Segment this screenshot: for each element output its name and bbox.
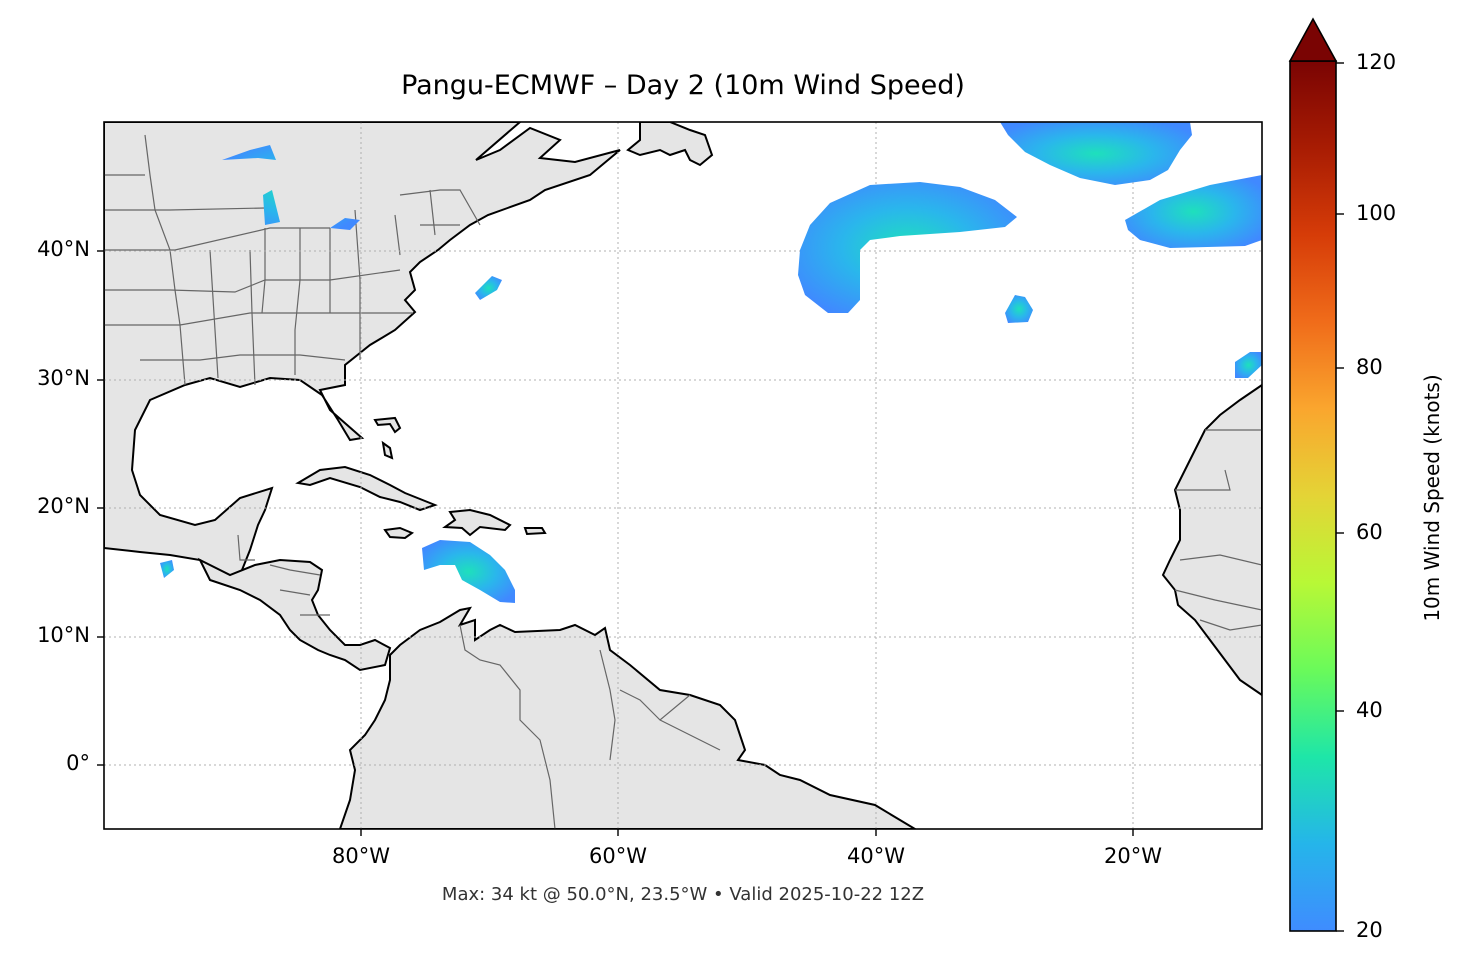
- x-tick-80w: 80°W: [332, 844, 390, 868]
- x-tick-40w: 40°W: [847, 844, 905, 868]
- wind-patch-canary: [1235, 352, 1262, 378]
- colorbar-tick-40: 40: [1356, 698, 1383, 722]
- puerto-rico-land: [523, 527, 547, 536]
- footer-annotation: Max: 34 kt @ 50.0°N, 23.5°W • Valid 2025…: [441, 884, 925, 905]
- hispaniola-land: [442, 508, 512, 537]
- wind-patch-off-hatteras: [475, 276, 502, 300]
- y-tick-40n: 40°N: [37, 237, 90, 261]
- wind-patch-caribbean: [422, 540, 515, 603]
- colorbar-label: 10m Wind Speed (knots): [1420, 374, 1444, 622]
- central-america-land: [197, 557, 392, 672]
- wind-patch-north-atlantic: [1000, 122, 1192, 185]
- x-tick-20w: 20°W: [1104, 844, 1162, 868]
- wind-patch-tehuantepec: [160, 560, 174, 578]
- cuba-land: [295, 465, 438, 512]
- wind-patch-central-atlantic-hook: [798, 182, 1017, 313]
- jamaica-land: [383, 526, 415, 540]
- y-tick-30n: 30°N: [37, 366, 90, 390]
- wind-patch-azores: [1005, 295, 1033, 323]
- colorbar-tick-100: 100: [1356, 201, 1397, 225]
- colorbar-extend-arrow: [1288, 17, 1338, 62]
- wind-patch-ne-atlantic: [1125, 175, 1262, 248]
- colorbar: [1288, 17, 1344, 932]
- colorbar-tick-60: 60: [1356, 520, 1383, 544]
- map-area: [104, 122, 1262, 829]
- wind-patch-great-lakes: [222, 145, 360, 230]
- colorbar-tick-80: 80: [1356, 355, 1383, 379]
- wind-speed-field: [160, 122, 1262, 603]
- y-tick-0: 0°: [66, 751, 90, 775]
- colorbar-tick-20: 20: [1356, 918, 1383, 942]
- map-frame: [103, 121, 1263, 830]
- newfoundland-land: [626, 122, 714, 167]
- y-tick-10n: 10°N: [37, 623, 90, 647]
- axis-ticks: [97, 250, 1134, 836]
- chart-title: Pangu-ECMWF – Day 2 (10m Wind Speed): [401, 70, 965, 101]
- state-borders: [104, 134, 1262, 829]
- bahamas-land: [373, 416, 402, 460]
- gridlines: [104, 122, 1262, 829]
- x-tick-60w: 60°W: [589, 844, 647, 868]
- north-america-land: [104, 122, 621, 576]
- colorbar-tick-120: 120: [1356, 50, 1397, 74]
- y-tick-20n: 20°N: [37, 494, 90, 518]
